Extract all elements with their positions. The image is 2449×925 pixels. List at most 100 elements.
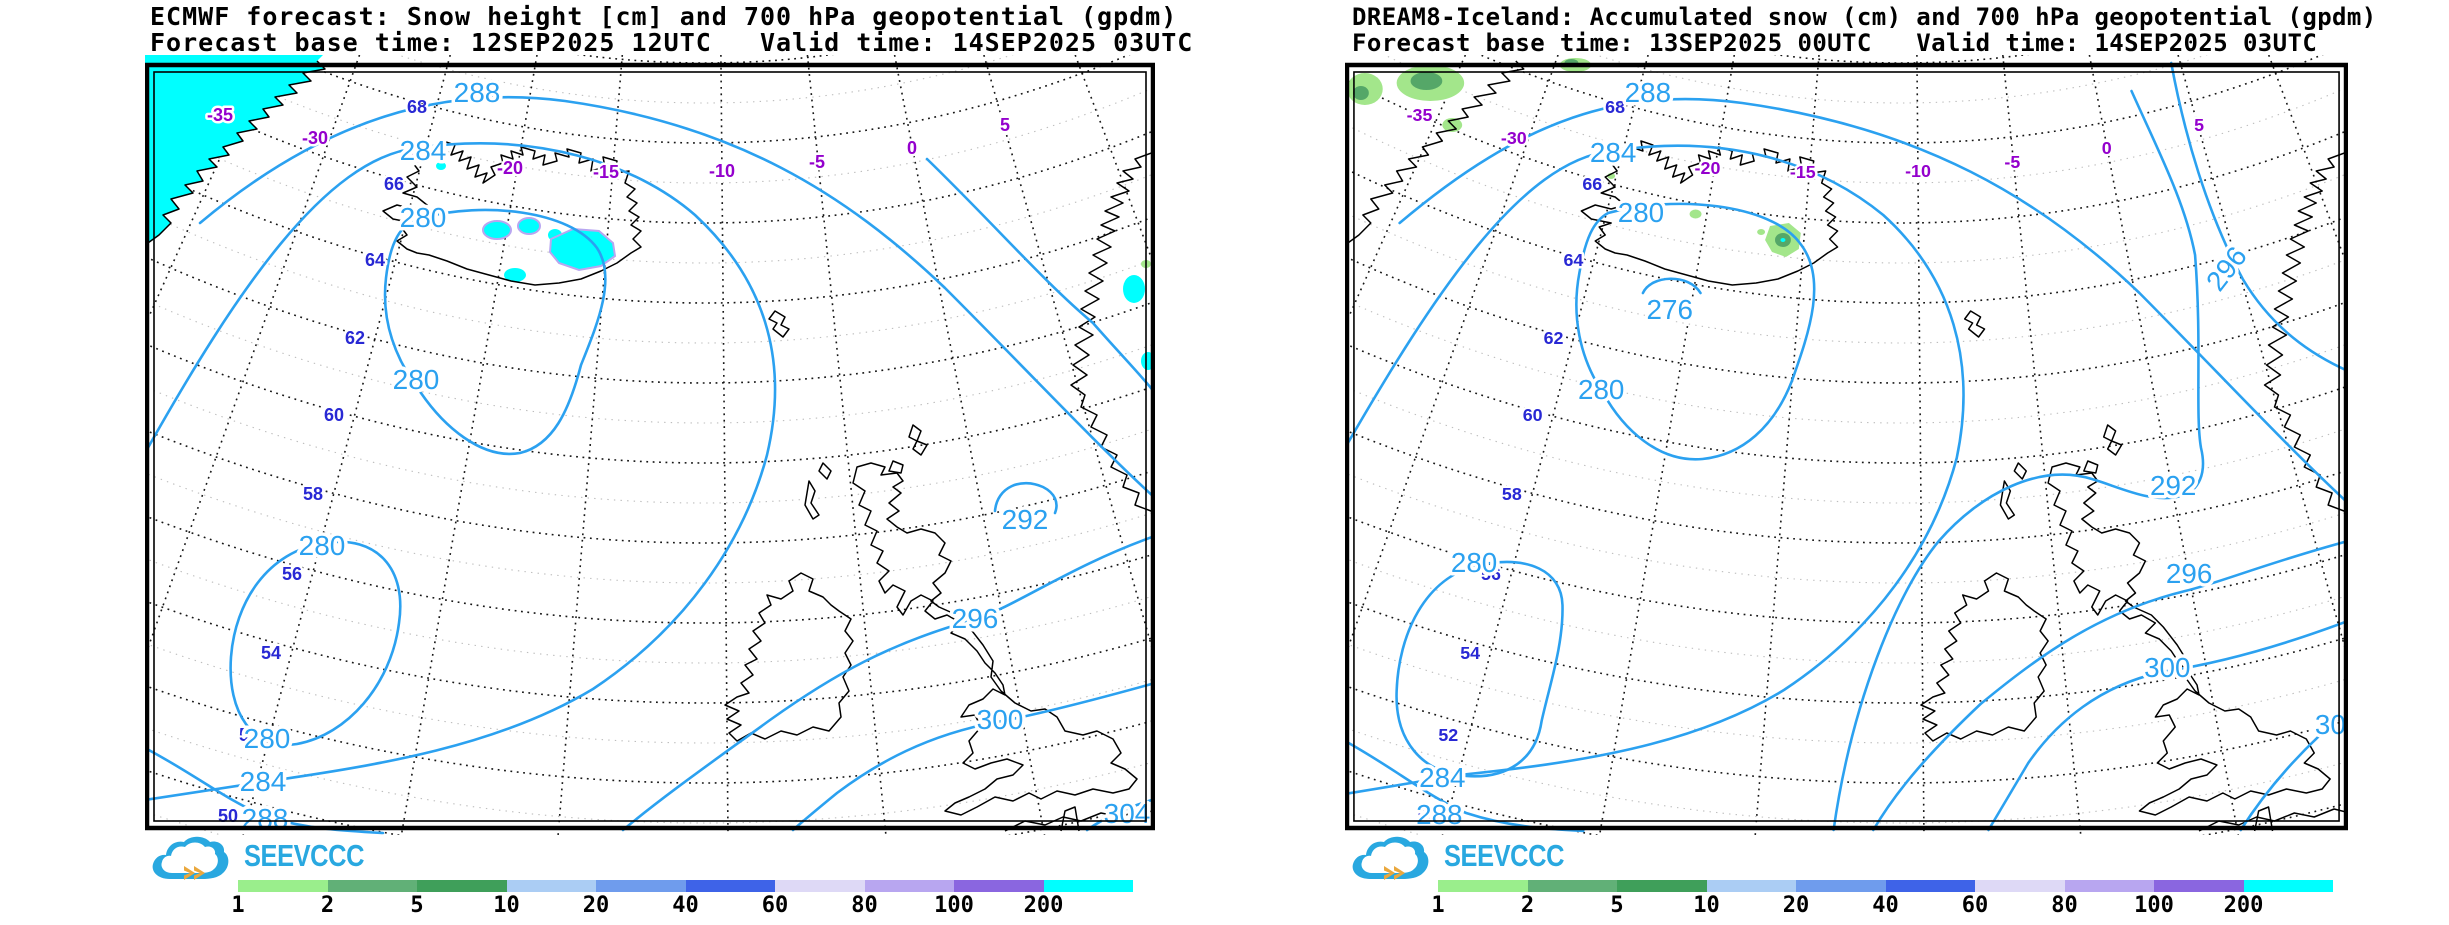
longitude-label: -15 bbox=[1790, 162, 1816, 182]
snow-scale-segment bbox=[685, 880, 775, 892]
longitude-label: 0 bbox=[2102, 138, 2112, 158]
latitude-label: 60 bbox=[324, 405, 344, 425]
longitude-label: 5 bbox=[2194, 115, 2204, 135]
longitude-label: -30 bbox=[1501, 128, 1527, 148]
longitude-label: -25 bbox=[399, 147, 425, 167]
geopotential-contour-label: 284 bbox=[1590, 137, 1636, 168]
snow-scale-value: 5 bbox=[410, 893, 424, 918]
snow-scale-segment bbox=[775, 880, 865, 892]
snow-scale-value: 100 bbox=[934, 893, 974, 918]
snow-scale-segment bbox=[1796, 880, 1886, 892]
geopotential-contour-label: 280 bbox=[1451, 547, 1497, 578]
snow-scale-value: 80 bbox=[851, 893, 878, 918]
dream8-title-line1: DREAM8-Iceland: Accumulated snow (cm) an… bbox=[1352, 3, 2377, 31]
iceland-coast bbox=[382, 140, 642, 286]
latitude-label: 64 bbox=[1563, 250, 1583, 270]
longitude-label: -5 bbox=[2004, 152, 2020, 172]
longitude-label: -5 bbox=[809, 152, 825, 172]
geopotential-contour-label: 280 bbox=[299, 530, 346, 561]
longitude-label: -10 bbox=[709, 161, 735, 181]
latitude-label: 60 bbox=[1523, 405, 1543, 425]
latitude-label: 66 bbox=[384, 174, 404, 194]
snow-scale-segment bbox=[327, 880, 417, 892]
snow-scale-value: 1 bbox=[1431, 893, 1445, 918]
snow-scale-segment bbox=[596, 880, 686, 892]
coastlines bbox=[145, 60, 1155, 832]
snow-scale-value: 10 bbox=[493, 893, 520, 918]
seevccc-logo-text: SEEVCCC bbox=[1444, 838, 1565, 873]
snow-scale-value: 40 bbox=[1872, 893, 1899, 918]
snow-scale-value: 60 bbox=[1961, 893, 1989, 918]
snow-scale-segment bbox=[1885, 880, 1975, 892]
geopotential-contour-label: 288 bbox=[454, 77, 501, 108]
latitude-label: 56 bbox=[282, 564, 302, 584]
snow-scale-segment bbox=[2243, 880, 2333, 892]
longitude-label: -30 bbox=[302, 128, 328, 148]
geopotential-contour-label: 296 bbox=[2166, 558, 2212, 589]
geopotential-contour-label: 300 bbox=[2144, 652, 2190, 683]
geopotential-contour-label: 288 bbox=[1416, 799, 1462, 830]
geopotential-contour-label: 296 bbox=[2200, 241, 2253, 297]
snow-scale-value: 10 bbox=[1693, 893, 1720, 918]
longitude-label: -25 bbox=[1597, 147, 1623, 167]
geopotential-contour-label: 292 bbox=[2150, 470, 2196, 501]
snow-scale-segment bbox=[1975, 880, 2065, 892]
longitude-label: -35 bbox=[1407, 105, 1433, 125]
latitude-label: 52 bbox=[1438, 725, 1458, 745]
geopotential-contour-label: 280 bbox=[400, 202, 447, 233]
snow-scale-segment bbox=[954, 880, 1044, 892]
snow-scale-value: 20 bbox=[582, 893, 610, 918]
geopotential-contour-label: 280 bbox=[1578, 374, 1624, 405]
latitude-label: 58 bbox=[303, 484, 323, 504]
geopotential-contour-label: 300 bbox=[977, 704, 1024, 735]
geopotential-contour-label: 280 bbox=[393, 364, 440, 395]
snow-color-scale-ecmwf bbox=[238, 880, 1133, 892]
geopotential-contour-label: 276 bbox=[1647, 294, 1693, 325]
snow-scale-value: 2 bbox=[1520, 893, 1535, 918]
latitude-label: 54 bbox=[1460, 643, 1480, 663]
snow-scale-value: 80 bbox=[2051, 893, 2078, 918]
latitude-label: 64 bbox=[365, 250, 385, 270]
snow-scale-segment bbox=[1438, 880, 1528, 892]
latitude-label: 50 bbox=[218, 806, 238, 826]
snow-scale-segment bbox=[1527, 880, 1617, 892]
longitude-label: -20 bbox=[497, 158, 523, 178]
geopotential-contour-label: 280 bbox=[1618, 197, 1664, 228]
snow-scale-value: 5 bbox=[1610, 893, 1624, 918]
seevccc-logo-icon bbox=[1352, 836, 1429, 880]
longitude-label: -35 bbox=[207, 105, 233, 125]
snow-scale-segment bbox=[417, 880, 507, 892]
snow-scale-segment bbox=[1043, 880, 1133, 892]
geopotential-contour-label: 280 bbox=[244, 723, 291, 754]
snow-scale-segment bbox=[1617, 880, 1707, 892]
longitude-label: 0 bbox=[907, 138, 917, 158]
graticule bbox=[145, 55, 1155, 835]
faroe-coast bbox=[768, 310, 790, 338]
latitude-label: 62 bbox=[345, 328, 365, 348]
snow-scale-value: 60 bbox=[761, 893, 789, 918]
snow-scale-value: 200 bbox=[1023, 893, 1064, 918]
norway-coast bbox=[1070, 150, 1155, 515]
latitude-label: 58 bbox=[1502, 484, 1522, 504]
ecmwf-title-line2: Forecast base time: 12SEP2025 12UTC Vali… bbox=[150, 28, 1194, 57]
geopotential-contour-label: 304 bbox=[2315, 709, 2348, 740]
geopotential-contours-dream8 bbox=[1345, 61, 2348, 833]
longitude-label: -10 bbox=[1905, 161, 1931, 181]
ireland-coast bbox=[724, 572, 854, 742]
latitude-label: 68 bbox=[1605, 97, 1625, 117]
snow-scale-value: 1 bbox=[231, 893, 245, 918]
geopotential-contour-label: 304 bbox=[1104, 798, 1151, 829]
snow-scale-segment bbox=[238, 880, 328, 892]
longitude-label: -20 bbox=[1695, 158, 1721, 178]
latitude-label: 62 bbox=[1544, 328, 1564, 348]
snow-patches-ecmwf bbox=[246, 58, 1155, 370]
snow-scale-segment bbox=[2154, 880, 2244, 892]
snow-scale-segment bbox=[864, 880, 954, 892]
longitude-label: 5 bbox=[1000, 115, 1010, 135]
snow-scale-segment bbox=[2064, 880, 2154, 892]
snow-scale-value: 200 bbox=[2223, 893, 2264, 918]
geopotential-contour-label: 296 bbox=[952, 603, 999, 634]
